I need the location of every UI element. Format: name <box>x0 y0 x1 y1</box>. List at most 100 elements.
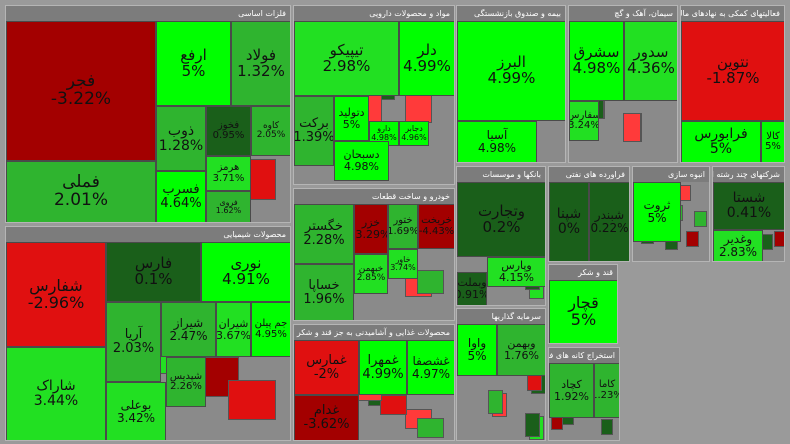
stock-tile[interactable]: شیران 3.67% <box>216 302 251 357</box>
stock-tile[interactable]: سدور 4.36% <box>624 21 677 101</box>
stock-tile[interactable]: شستا 0.41% <box>713 182 784 230</box>
stock-tile[interactable]: تیپیکو 2.98% <box>294 21 399 96</box>
stock-tile[interactable]: فجر -3.22% <box>6 21 156 161</box>
stock-tile[interactable]: کچاد 1.92% <box>549 363 594 418</box>
sector-panel[interactable]: بیمه و صندوق بازنشستگی البرز 4.99% آسیا 4.98… <box>456 5 566 163</box>
stock-tile[interactable]: نوری 4.91% <box>201 242 290 302</box>
stock-tile[interactable]: شفارس -2.96% <box>6 242 106 347</box>
sector-title: محصولات شیمیایی <box>6 227 290 242</box>
stock-tile[interactable]: فروی 1.62% <box>206 191 251 222</box>
stock-tile[interactable]: قچار 5% <box>549 280 617 343</box>
stock-tile[interactable]: آسیا 4.98% <box>457 121 537 162</box>
sector-panel[interactable]: بانکها و موسسات وتجارت 0.2% وپارس 4.15% وبملت… <box>456 166 546 306</box>
stock-tile[interactable]: غمارس -2% <box>294 340 359 395</box>
stock-symbol: شپدیس <box>169 370 203 382</box>
stock-tile[interactable]: فارس 0.1% <box>106 242 201 302</box>
stock-tile[interactable]: خگستر 2.28% <box>294 204 354 264</box>
stock-tile[interactable]: خریخت -4.43% <box>418 204 455 249</box>
minor-tile[interactable] <box>601 419 613 435</box>
stock-change: -4.43% <box>418 225 455 237</box>
stock-tile[interactable]: ختور 1.69% <box>388 204 418 249</box>
stock-change: 4.98% <box>572 59 621 77</box>
minor-tile[interactable] <box>686 231 699 247</box>
sector-panel[interactable]: سرمایه گذاریها واوا 5% وبهمن 1.76% <box>456 308 546 441</box>
stock-change: 1.32% <box>237 61 285 80</box>
stock-tile[interactable]: شیراز 2.47% <box>161 302 216 357</box>
stock-tile[interactable]: شپدیس 2.26% <box>166 357 206 407</box>
stock-symbol: غشصفا <box>412 353 450 368</box>
stock-tile[interactable]: دتولید 5% <box>334 96 369 141</box>
sector-title: سیمان، آهک و گچ <box>569 6 677 21</box>
stock-tile[interactable]: جم پیلن 4.95% <box>251 302 290 357</box>
stock-tile[interactable]: فملی 2.01% <box>6 161 156 222</box>
stock-tile[interactable]: آریا 2.03% <box>106 302 161 382</box>
stock-symbol: ثروت <box>643 198 671 213</box>
stock-change: 4.96% <box>401 132 427 142</box>
stock-tile[interactable]: کاوه 2.05% <box>251 106 290 156</box>
stock-symbol: البرز <box>497 53 526 72</box>
stock-tile[interactable]: کالا 5% <box>761 121 784 162</box>
stock-tile[interactable]: وبملت0.91% <box>457 272 487 305</box>
minor-tile[interactable] <box>623 113 641 142</box>
stock-tile[interactable]: سفارس3.24% <box>569 101 599 141</box>
sector-panel[interactable]: قند و شکر قچار 5% <box>548 264 618 344</box>
stock-tile[interactable]: غشصفا 4.97% <box>407 340 454 395</box>
minor-tile[interactable] <box>228 380 276 420</box>
stock-tile[interactable]: غمهرا 4.99% <box>359 340 407 395</box>
stock-tile[interactable]: برکت 1.39% <box>294 96 334 166</box>
stock-tile[interactable]: خبهمن 2.85% <box>354 254 388 294</box>
sector-panel[interactable]: خودرو و ساخت قطعاتخگستر2.28%خزر-3.29%ختو… <box>293 188 455 321</box>
stock-tile[interactable]: شاراک 3.44% <box>6 347 106 440</box>
stock-tile[interactable]: شپنا 0% <box>549 182 589 261</box>
stock-change: 2.28% <box>303 233 345 248</box>
stock-change: 4.98% <box>477 141 517 155</box>
stock-tile[interactable]: کاما1.23% <box>594 363 619 418</box>
stock-tile[interactable]: هرمز 3.71% <box>206 156 251 191</box>
minor-tile[interactable] <box>694 211 707 227</box>
stock-tile[interactable]: بوعلی 3.42% <box>106 382 166 440</box>
stock-symbol: قچار <box>568 293 599 313</box>
stock-tile[interactable]: وتجارت 0.2% <box>457 182 545 257</box>
sector-panel[interactable]: انبوه سازی ثروت 5% <box>632 166 710 262</box>
stock-tile[interactable]: واوا 5% <box>457 324 497 376</box>
stock-change: 1.62% <box>215 206 242 215</box>
sector-panel[interactable]: محصولات غذایی و آشامیدنی به جز قند و شکر… <box>293 324 455 441</box>
minor-tile[interactable] <box>774 231 784 247</box>
stock-tile[interactable]: البرز 4.99% <box>457 21 565 121</box>
stock-symbol: واوا <box>467 336 487 351</box>
stock-tile[interactable]: وبهمن 1.76% <box>497 324 545 376</box>
minor-tile[interactable] <box>417 270 444 294</box>
stock-tile[interactable]: دجابر 4.96% <box>399 121 429 146</box>
stock-tile[interactable]: ثروت 5% <box>633 182 681 242</box>
stock-tile[interactable]: خزر-3.29% <box>354 204 388 254</box>
sector-panel[interactable]: استخراج کانه های فلزیکچاد1.92%کاما1.23% <box>548 347 620 441</box>
stock-tile[interactable]: فسرب 4.64% <box>156 171 206 222</box>
minor-tile[interactable] <box>380 395 407 415</box>
stock-tile[interactable]: غدام -3.62% <box>294 395 359 440</box>
sector-panel[interactable]: مواد و محصولات دارویی تیپیکو 2.98% دلر 4.99%… <box>293 5 455 185</box>
minor-tile[interactable] <box>525 413 540 437</box>
stock-tile[interactable]: ارفع 5% <box>156 21 231 106</box>
stock-tile[interactable]: خساپا 1.96% <box>294 264 354 320</box>
stock-tile[interactable]: فولاد 1.32% <box>231 21 290 106</box>
stock-tile[interactable]: وغدیر 2.83% <box>713 230 763 261</box>
stock-tile[interactable]: دسبحان 4.98% <box>334 141 389 181</box>
stock-tile[interactable]: شبندر 0.22% <box>589 182 629 261</box>
minor-tile[interactable] <box>488 390 503 414</box>
minor-tile[interactable] <box>417 418 444 438</box>
sector-panel[interactable]: فراورده های نفتی شپنا 0% شبندر 0.22% <box>548 166 630 262</box>
sector-panel[interactable]: شرکتهای چند رشته ای صنعتیشستا0.41%وغدیر2… <box>712 166 785 262</box>
stock-tile[interactable]: فخوز 0.95% <box>206 106 251 156</box>
stock-change: 4.98% <box>371 132 397 142</box>
sector-panel[interactable]: محصولات شیمیایی شفارس -2.96% فارس 0.1% نوری 4.… <box>5 226 291 441</box>
stock-tile[interactable]: سشرق 4.98% <box>569 21 624 101</box>
stock-tile[interactable]: فرابورس 5% <box>681 121 761 162</box>
stock-tile[interactable]: وپارس 4.15% <box>487 257 545 287</box>
sector-panel[interactable]: فلزات اساسی فجر -3.22% فملی 2.01% ارفع 5% فولاد… <box>5 5 291 223</box>
sector-panel[interactable]: فعالیتهای کمکی به نهادهای مالی واسطنتوین… <box>680 5 785 163</box>
stock-tile[interactable]: دلر 4.99% <box>399 21 454 96</box>
stock-tile[interactable]: نتوین -1.87% <box>681 21 784 121</box>
stock-tile[interactable]: خاور 3.74% <box>388 249 418 279</box>
stock-tile[interactable]: ذوب 1.28% <box>156 106 206 171</box>
